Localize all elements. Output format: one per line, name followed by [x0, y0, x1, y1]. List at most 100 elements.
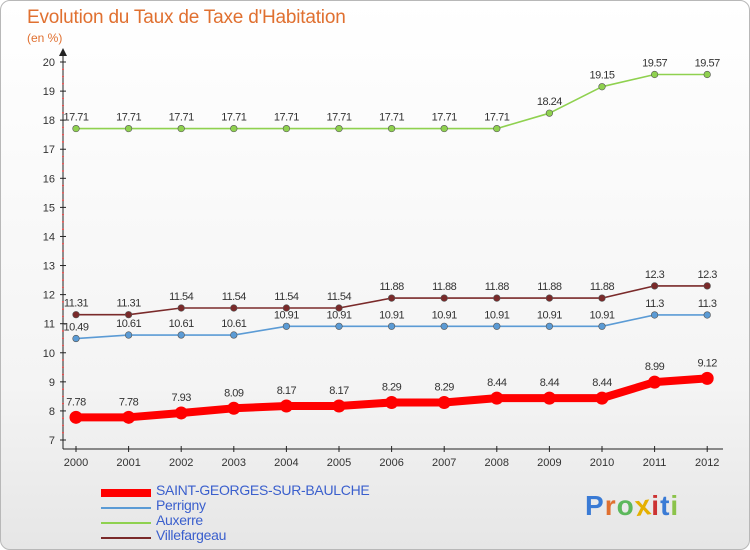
y-minor-tick	[62, 300, 64, 303]
y-minor-tick	[62, 308, 64, 311]
data-label: 7.78	[119, 396, 139, 408]
data-point	[332, 399, 346, 413]
data-point	[595, 391, 609, 405]
data-label: 17.71	[484, 112, 509, 124]
data-label: 11.88	[537, 281, 562, 293]
data-label: 9.12	[697, 357, 717, 369]
data-point	[493, 124, 501, 133]
x-tick-label: 2010	[590, 457, 614, 469]
data-label: 17.71	[116, 112, 141, 124]
chart-title: Evolution du Taux de Taxe d'Habitation	[27, 7, 346, 28]
data-point	[493, 294, 501, 302]
data-point	[124, 331, 133, 339]
chart-subtitle: (en %)	[27, 31, 63, 45]
data-label: 8.17	[329, 385, 349, 397]
y-minor-tick	[62, 373, 64, 376]
data-label: 11.3	[698, 298, 717, 310]
data-point	[703, 70, 711, 79]
data-point	[440, 322, 448, 330]
y-minor-tick	[62, 388, 64, 391]
data-point	[388, 322, 396, 330]
y-minor-tick	[62, 162, 64, 165]
y-tick-label: 12	[43, 290, 55, 302]
data-label: 11.31	[64, 298, 89, 310]
data-label: 17.71	[63, 112, 88, 124]
y-minor-tick	[62, 213, 64, 216]
y-tick-label: 7	[49, 435, 55, 447]
data-label: 8.29	[434, 381, 454, 393]
data-label: 8.17	[277, 385, 297, 397]
data-point	[177, 124, 185, 133]
data-point	[69, 410, 83, 424]
data-label: 10.91	[537, 309, 562, 321]
y-tick-label: 18	[43, 115, 55, 127]
y-tick-label: 8	[49, 406, 55, 418]
data-point	[279, 399, 293, 413]
series-saint-georges-sur-baulche: 7.78 7.78 7.93 8.09 8.17 8.17 8.29 8.29 8.44 8.44…	[66, 357, 718, 424]
data-label: 19.57	[642, 58, 667, 70]
data-label: 8.09	[224, 387, 244, 399]
x-tick-label: 2012	[695, 457, 719, 469]
data-label: 17.71	[169, 112, 194, 124]
y-minor-tick	[62, 104, 64, 107]
data-point	[174, 406, 188, 420]
y-tick-label: 15	[43, 202, 55, 214]
y-tick-label: 14	[43, 231, 55, 243]
data-point	[230, 331, 238, 339]
y-minor-tick	[62, 337, 64, 340]
data-point	[335, 322, 343, 330]
logo-letter: i	[670, 490, 680, 521]
data-label: 12.3	[697, 269, 717, 281]
data-point	[227, 401, 241, 415]
data-label: 7.78	[66, 396, 86, 408]
y-minor-tick	[62, 359, 64, 361]
data-label: 10.61	[116, 318, 141, 330]
y-minor-tick	[62, 366, 64, 369]
y-minor-tick	[62, 170, 64, 172]
y-minor-tick	[62, 257, 64, 260]
logo-letter: o	[616, 490, 635, 521]
data-point	[650, 282, 659, 290]
data-label: 11.88	[590, 281, 615, 293]
y-minor-tick	[62, 402, 64, 405]
data-label: 11.88	[485, 281, 510, 293]
y-tick-label: 20	[43, 57, 55, 69]
data-label: 11.88	[432, 281, 457, 293]
y-minor-tick	[62, 344, 64, 347]
logo-letter: i	[651, 490, 661, 521]
data-point	[282, 304, 291, 312]
data-point	[122, 410, 136, 424]
y-minor-tick	[62, 286, 64, 289]
data-label: 11.54	[274, 291, 299, 303]
legend-swatch	[101, 522, 151, 524]
data-label: 10.61	[169, 318, 194, 330]
data-point	[650, 70, 659, 79]
y-minor-tick	[62, 395, 64, 398]
data-point	[545, 294, 554, 302]
y-minor-tick	[62, 271, 64, 274]
x-tick-label: 2002	[169, 457, 193, 469]
data-label: 10.91	[589, 309, 614, 321]
y-tick-label: 10	[43, 348, 55, 360]
y-minor-tick	[62, 75, 64, 78]
data-point	[388, 124, 396, 133]
y-minor-tick	[62, 82, 64, 85]
data-point	[545, 109, 554, 117]
y-minor-tick	[62, 133, 64, 136]
x-tick-label: 2001	[116, 457, 140, 469]
y-minor-tick	[62, 242, 64, 245]
y-minor-tick	[62, 279, 64, 281]
data-point	[437, 395, 451, 409]
data-label: 11.54	[222, 291, 247, 303]
data-label: 10.49	[63, 322, 88, 334]
y-minor-tick	[62, 315, 64, 318]
legend-swatch	[101, 489, 151, 497]
data-label: 10.91	[274, 309, 299, 321]
data-point	[72, 311, 80, 319]
y-minor-tick	[62, 424, 64, 427]
y-minor-tick	[62, 431, 64, 434]
data-point	[598, 83, 606, 91]
x-tick-label: 2011	[643, 457, 667, 469]
